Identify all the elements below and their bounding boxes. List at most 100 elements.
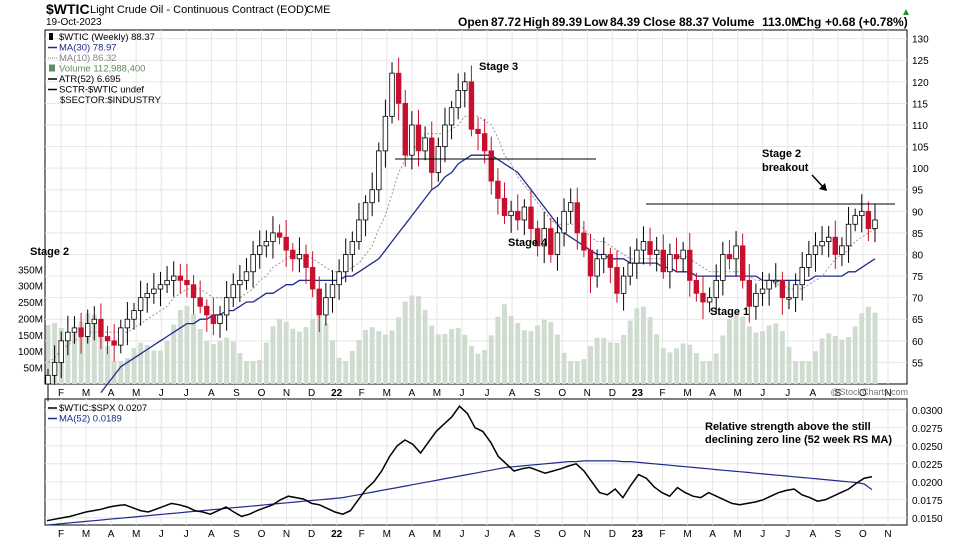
rs-time-tick-label: O [859,529,867,540]
volume-bar [442,333,448,384]
volume-bar [429,325,435,384]
open-value: 87.72 [491,15,521,29]
candles [45,57,878,402]
candle-body [243,271,250,281]
low-value: 84.39 [610,15,640,29]
volume-bar [627,320,633,384]
rs-time-tick-label: O [558,529,566,540]
rs-time-tick-label: M [683,529,691,540]
volume-bar [574,361,580,384]
rs-tick-label: 0.0175 [912,496,943,507]
volume-tick-label: 300M [18,282,43,293]
candle-body [171,275,177,281]
candle-body [806,254,812,268]
volume-bar [363,329,369,384]
rs-time-tick-label: D [308,529,315,540]
candle-body [137,297,144,312]
volume-bar [746,326,752,384]
candle-body [799,267,805,286]
candle-body [653,249,660,255]
volume-bar [382,334,388,384]
volume-bar [138,342,144,384]
volume-bar [105,346,111,384]
candle-body [111,340,117,346]
low-label: Low [584,15,609,29]
volume-bar [263,342,269,384]
candle-body [561,210,567,234]
volume-bar [468,346,474,384]
candle-body [726,254,733,260]
rs-time-tick-label: N [584,529,591,540]
volume-bar [554,334,560,384]
candle-body [164,279,170,286]
time-tick-label: O [258,388,266,399]
rs-time-tick-label: M [733,529,741,540]
candle-body [257,245,263,255]
volume-bar [819,338,825,384]
rs-ma52-line [46,460,873,526]
candle-body [197,297,203,307]
candle-body [296,254,303,260]
volume-bar [224,337,230,384]
volume-bar [389,330,395,384]
rs-tick-label: 0.0225 [912,460,943,471]
volume-bar [310,319,316,384]
candle-body [548,228,554,255]
annotation-stage4: Stage 4 [508,237,548,249]
candle-body [157,284,164,290]
rs-note-line2: declining zero line (52 week RS MA) [705,434,892,446]
volume-bar [568,361,574,384]
volume-bar [270,326,276,384]
time-tick-label: 23 [632,388,644,399]
volume-bar [290,328,296,384]
time-tick-label: A [709,388,716,399]
candle-body [45,374,51,385]
volume-bar [72,330,77,384]
candle-body [349,241,356,255]
candle-body [442,124,448,147]
candle-body [534,228,541,247]
volume-bar [621,334,627,384]
volume-bar [872,312,878,384]
volume-bar [766,325,772,384]
time-tick-label: M [132,388,140,399]
candle-body [700,292,706,303]
volume-bar [548,321,554,384]
rs-axis: 0.0150 0.0175 0.0200 0.0225 0.0250 0.0275 0.03… [912,406,943,525]
volume-tick-label: 100M [18,347,43,358]
volume-bar [475,353,481,384]
candle-body [640,241,647,251]
volume-bar [488,335,494,384]
rs-time-tick-label: J [159,529,164,540]
candle-body [118,327,124,346]
rs-time-tick-label: F [359,529,365,540]
rs-time-tick-label: N [884,529,891,540]
volume-tick-label: 200M [18,314,43,325]
volume-bar [515,322,521,384]
candle-body [845,223,852,247]
rs-tick-label: 0.0200 [912,478,943,489]
volume-bar [753,332,759,384]
volume-bar [257,359,263,384]
volume-axis: 50M 100M 150M 200M 250M 300M 350M [18,265,43,374]
candle-body [144,292,150,299]
volume-bar [832,335,838,384]
rs-time-tick-label: J [785,529,790,540]
candle-body [792,284,799,299]
candle-body [753,292,759,307]
candle-body [673,254,680,260]
volume-bar [793,361,799,384]
time-tick-label: A [409,388,416,399]
volume-bar [277,318,283,384]
candle-body [131,310,137,320]
candle-body [283,236,289,251]
volume-bar [164,341,170,384]
annotation-stage1: Stage 1 [710,306,749,318]
volume-bar [283,321,289,384]
candle-body [865,210,872,229]
rs-time-tick-label: A [208,529,215,540]
price-tick-label: 85 [912,229,924,240]
volume-bar [124,358,130,384]
candle-body [303,254,309,268]
price-tick-label: 70 [912,294,924,305]
